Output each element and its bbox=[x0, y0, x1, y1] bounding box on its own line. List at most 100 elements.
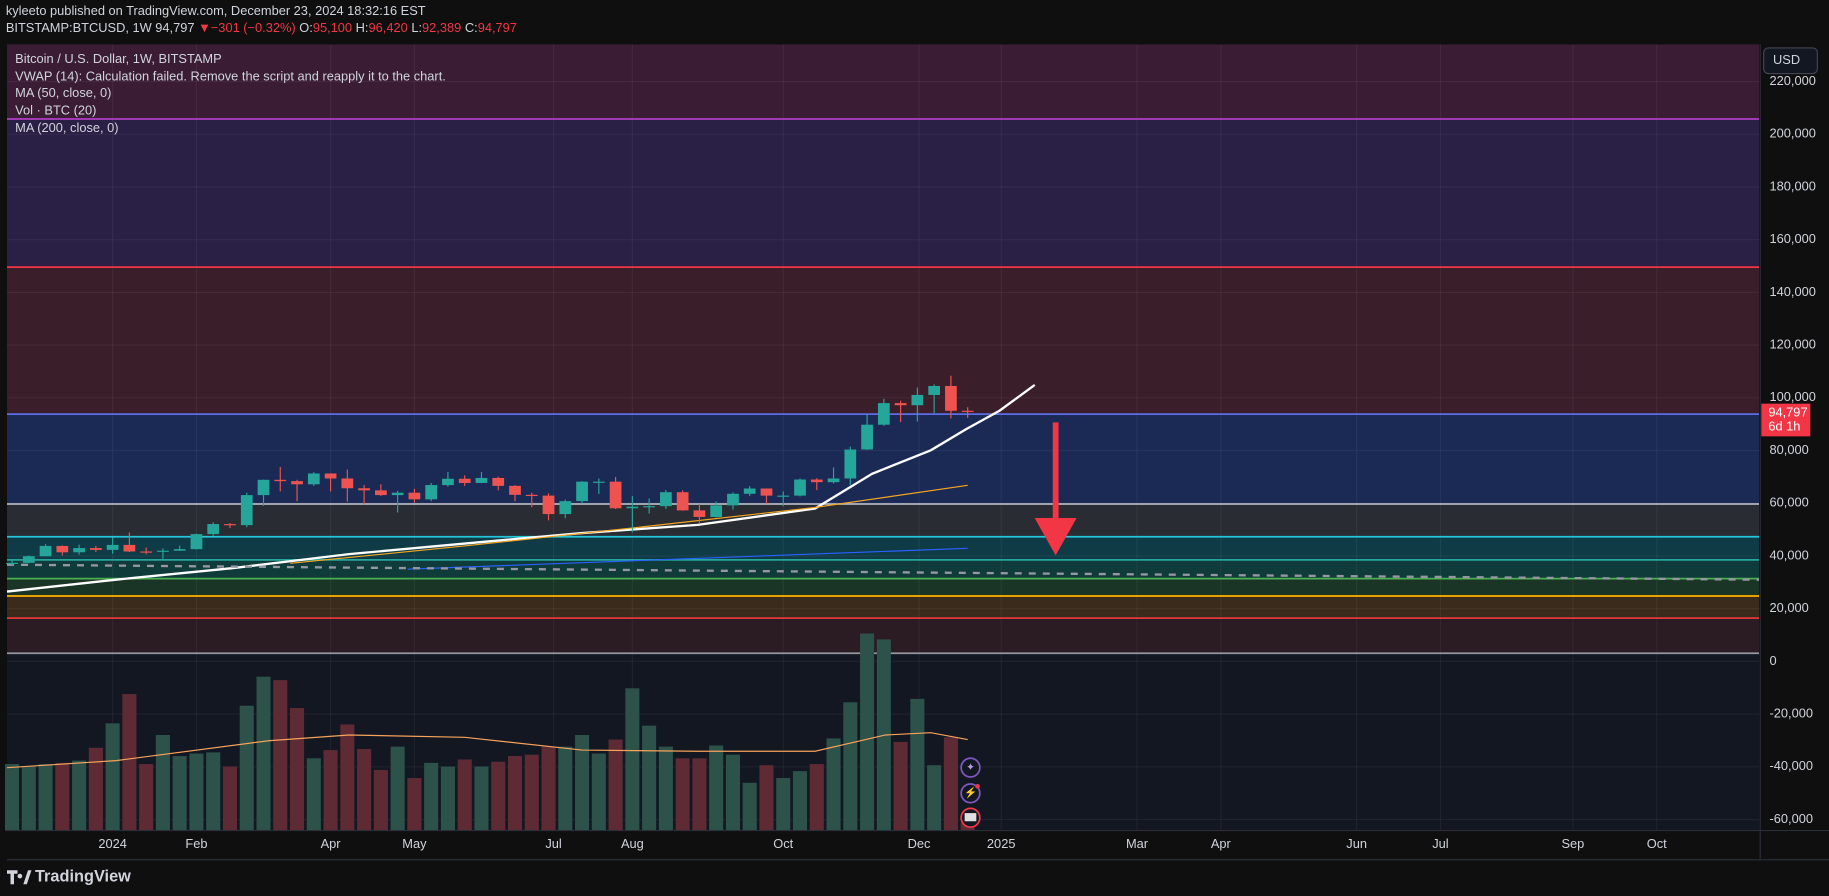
candle-body bbox=[22, 556, 35, 563]
x-tick-label: Oct bbox=[1647, 836, 1667, 851]
volume-bar bbox=[809, 764, 824, 831]
candle-body bbox=[877, 403, 890, 425]
volume-bar bbox=[927, 765, 942, 831]
candle-body bbox=[693, 510, 706, 517]
volume-bar bbox=[860, 633, 875, 831]
volume-bar bbox=[709, 745, 724, 831]
candle-body bbox=[760, 488, 773, 496]
candle-body bbox=[224, 524, 236, 526]
volume-bar bbox=[524, 754, 539, 831]
icon-flag bbox=[964, 813, 977, 822]
indicator-line bbox=[290, 484, 968, 564]
volume-bar bbox=[407, 778, 422, 831]
currency-button[interactable] bbox=[1763, 47, 1818, 75]
candle-body bbox=[458, 478, 471, 483]
candle-body bbox=[911, 394, 924, 406]
y-tick-label: 0 bbox=[1770, 653, 1777, 668]
change: −301 (−0.32%) bbox=[211, 21, 296, 36]
volume-ma bbox=[6, 732, 968, 769]
x-tick-label: Jul bbox=[1432, 836, 1448, 851]
y-tick-label: 80,000 bbox=[1770, 442, 1809, 457]
candle-body bbox=[743, 488, 756, 494]
volume-bar bbox=[256, 676, 271, 831]
level-band bbox=[6, 536, 1760, 560]
volume-bar bbox=[440, 766, 455, 831]
icon-ideas[interactable] bbox=[960, 757, 981, 778]
volume-bar bbox=[290, 708, 305, 831]
volume-bar bbox=[658, 746, 673, 831]
price-tag-countdown: 6d 1h bbox=[1768, 418, 1800, 433]
x-tick-label: Jun bbox=[1346, 836, 1367, 851]
annotation-arrow-head bbox=[1034, 517, 1077, 556]
candle-body bbox=[291, 481, 303, 485]
candle-body bbox=[442, 478, 454, 486]
x-tick-label: May bbox=[402, 836, 427, 851]
candle-body bbox=[727, 493, 739, 506]
candle-body bbox=[257, 479, 270, 496]
icon-alerts[interactable] bbox=[960, 783, 981, 804]
y-tick-label: 60,000 bbox=[1770, 495, 1809, 510]
level-band bbox=[6, 118, 1760, 268]
volume-bar bbox=[893, 741, 908, 831]
candle-body bbox=[559, 501, 572, 515]
volume-bar bbox=[474, 766, 489, 831]
candle-body bbox=[592, 481, 605, 483]
high-value: 96,420 bbox=[368, 21, 407, 36]
indicator-line bbox=[6, 383, 1036, 593]
volume-bar bbox=[373, 769, 388, 831]
volume-bar bbox=[306, 758, 321, 831]
volume-bar bbox=[340, 724, 355, 831]
x-tick-label: Feb bbox=[185, 836, 207, 851]
volume-bar bbox=[155, 734, 170, 831]
candle-body bbox=[660, 492, 672, 507]
x-tick-label: Aug bbox=[621, 836, 644, 851]
close-value: 94,797 bbox=[478, 21, 517, 36]
volume-bar bbox=[591, 753, 606, 831]
publisher: kyleeto published on TradingView.com, De… bbox=[6, 3, 426, 18]
candle-body bbox=[676, 492, 689, 511]
volume-bar bbox=[575, 734, 590, 831]
level-band bbox=[6, 44, 1760, 119]
volume-bar bbox=[72, 760, 87, 831]
candle-body bbox=[710, 505, 723, 517]
candle-body bbox=[207, 524, 220, 535]
candle-body bbox=[609, 481, 622, 509]
volume-bar bbox=[4, 764, 20, 831]
volume-bar bbox=[843, 702, 858, 831]
candle-body bbox=[375, 490, 387, 496]
close-key: C: bbox=[465, 21, 478, 36]
volume-bar bbox=[21, 766, 36, 831]
candle-body bbox=[576, 481, 588, 502]
axes: -60,000 -40,000 -20,000 0 20,000 40,000 60,000… bbox=[98, 73, 1816, 851]
y-tick-label: 40,000 bbox=[1770, 547, 1809, 562]
candle-body bbox=[475, 477, 488, 483]
open-key: O: bbox=[299, 21, 313, 36]
indicator-lines bbox=[6, 383, 1760, 593]
volume-bar bbox=[357, 748, 372, 831]
candle-body bbox=[542, 495, 555, 515]
x-tick-label: 2024 bbox=[98, 836, 127, 851]
volume-bar bbox=[826, 738, 841, 831]
x-tick-label: 2025 bbox=[987, 836, 1016, 851]
volume-bar bbox=[206, 752, 221, 831]
last-price: 94,797 bbox=[155, 21, 194, 36]
candles bbox=[6, 375, 974, 565]
candle-body bbox=[274, 479, 287, 482]
volume-bar bbox=[943, 737, 958, 831]
y-tick-label: -20,000 bbox=[1770, 705, 1814, 720]
volume-bar bbox=[55, 762, 70, 831]
candle-body bbox=[894, 403, 907, 406]
volume-bar bbox=[172, 756, 187, 831]
y-tick-label: 100,000 bbox=[1770, 389, 1816, 404]
icon-glyph: ⚡ bbox=[964, 786, 977, 799]
candle-body bbox=[492, 477, 505, 486]
y-tick-label: 140,000 bbox=[1770, 284, 1816, 299]
currency-label[interactable]: USD bbox=[1773, 52, 1800, 67]
x-tick-label: Apr bbox=[1211, 836, 1232, 851]
volume-bar bbox=[139, 764, 154, 831]
volume bbox=[4, 633, 975, 831]
y-tick-label: 220,000 bbox=[1770, 73, 1816, 88]
icon-dot bbox=[975, 783, 980, 789]
indicator-line bbox=[407, 547, 968, 570]
candle-body bbox=[425, 485, 438, 500]
